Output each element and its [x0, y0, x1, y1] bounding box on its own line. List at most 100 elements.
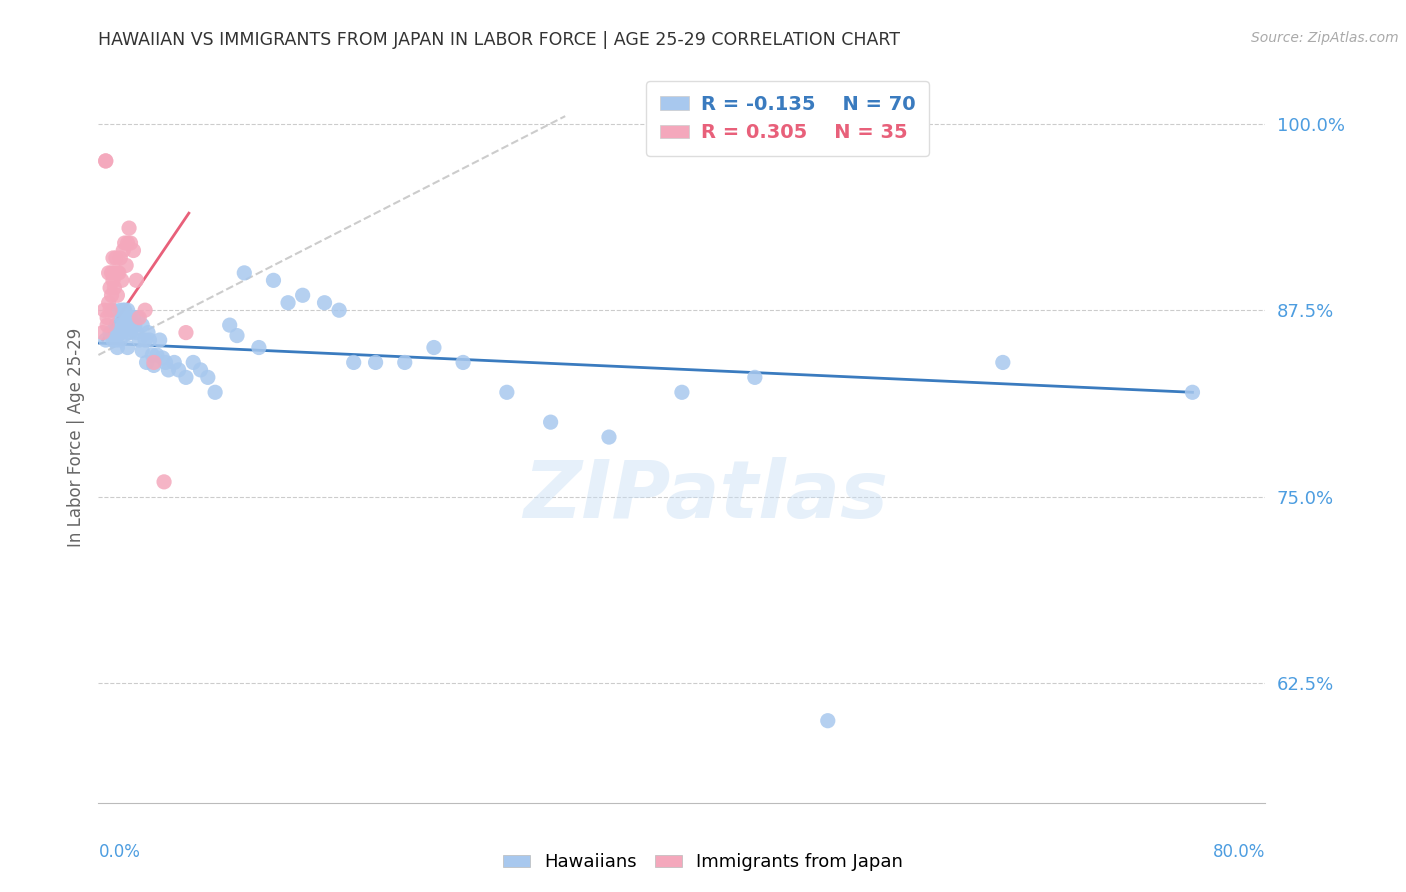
- Point: [744, 370, 766, 384]
- Point: [104, 318, 127, 332]
- Point: [97, 295, 120, 310]
- Text: Source: ZipAtlas.com: Source: ZipAtlas.com: [1251, 31, 1399, 45]
- Point: [817, 714, 839, 728]
- Point: [114, 303, 136, 318]
- Point: [157, 363, 180, 377]
- Point: [105, 341, 128, 355]
- Point: [598, 430, 620, 444]
- Point: [174, 326, 197, 340]
- Point: [117, 303, 139, 318]
- Point: [101, 273, 124, 287]
- Point: [101, 303, 124, 318]
- Point: [96, 318, 118, 332]
- Y-axis label: In Labor Force | Age 25-29: In Labor Force | Age 25-29: [66, 327, 84, 547]
- Point: [100, 288, 122, 302]
- Point: [167, 363, 190, 377]
- Point: [142, 355, 165, 369]
- Point: [152, 351, 174, 365]
- Point: [226, 328, 249, 343]
- Point: [121, 318, 143, 332]
- Text: 80.0%: 80.0%: [1213, 843, 1265, 861]
- Point: [204, 385, 226, 400]
- Point: [138, 333, 160, 347]
- Point: [174, 370, 197, 384]
- Point: [93, 303, 115, 318]
- Point: [98, 326, 121, 340]
- Legend: R = -0.135    N = 70, R = 0.305    N = 35: R = -0.135 N = 70, R = 0.305 N = 35: [647, 81, 929, 156]
- Point: [114, 235, 136, 250]
- Point: [111, 273, 134, 287]
- Point: [190, 363, 212, 377]
- Point: [118, 221, 141, 235]
- Point: [131, 343, 153, 358]
- Point: [128, 310, 150, 325]
- Point: [110, 251, 132, 265]
- Point: [96, 310, 118, 325]
- Point: [671, 385, 693, 400]
- Point: [115, 259, 138, 273]
- Point: [120, 235, 142, 250]
- Point: [314, 295, 336, 310]
- Point: [364, 355, 387, 369]
- Point: [110, 303, 132, 318]
- Point: [117, 326, 139, 340]
- Point: [114, 318, 136, 332]
- Point: [105, 288, 128, 302]
- Text: HAWAIIAN VS IMMIGRANTS FROM JAPAN IN LABOR FORCE | AGE 25-29 CORRELATION CHART: HAWAIIAN VS IMMIGRANTS FROM JAPAN IN LAB…: [98, 31, 900, 49]
- Point: [128, 333, 150, 347]
- Point: [134, 333, 156, 347]
- Point: [155, 355, 177, 369]
- Point: [142, 359, 165, 373]
- Point: [122, 310, 145, 325]
- Point: [124, 318, 146, 332]
- Point: [117, 235, 139, 250]
- Point: [94, 153, 117, 168]
- Point: [98, 281, 121, 295]
- Point: [141, 348, 163, 362]
- Text: ZIPatlas: ZIPatlas: [523, 457, 887, 534]
- Point: [247, 341, 270, 355]
- Point: [101, 333, 124, 347]
- Point: [197, 370, 219, 384]
- Point: [91, 326, 114, 340]
- Point: [136, 326, 159, 340]
- Point: [131, 318, 153, 332]
- Point: [94, 153, 117, 168]
- Point: [277, 295, 299, 310]
- Point: [146, 348, 169, 362]
- Point: [104, 333, 127, 347]
- Point: [181, 355, 204, 369]
- Point: [291, 288, 314, 302]
- Point: [117, 341, 139, 355]
- Point: [163, 355, 186, 369]
- Point: [103, 281, 125, 295]
- Point: [1181, 385, 1204, 400]
- Point: [125, 273, 148, 287]
- Point: [423, 341, 446, 355]
- Point: [218, 318, 240, 332]
- Point: [120, 326, 142, 340]
- Point: [110, 318, 132, 332]
- Point: [115, 310, 138, 325]
- Point: [100, 266, 122, 280]
- Point: [108, 266, 131, 280]
- Point: [149, 333, 172, 347]
- Point: [103, 266, 125, 280]
- Legend: Hawaiians, Immigrants from Japan: Hawaiians, Immigrants from Japan: [495, 847, 911, 879]
- Point: [127, 310, 149, 325]
- Point: [262, 273, 284, 287]
- Point: [135, 355, 157, 369]
- Point: [104, 251, 127, 265]
- Point: [122, 244, 145, 258]
- Point: [451, 355, 474, 369]
- Text: 0.0%: 0.0%: [98, 843, 141, 861]
- Point: [991, 355, 1014, 369]
- Point: [105, 326, 128, 340]
- Point: [125, 326, 148, 340]
- Point: [105, 266, 128, 280]
- Point: [111, 310, 134, 325]
- Point: [97, 266, 120, 280]
- Point: [111, 326, 134, 340]
- Point: [153, 475, 176, 489]
- Point: [101, 251, 124, 265]
